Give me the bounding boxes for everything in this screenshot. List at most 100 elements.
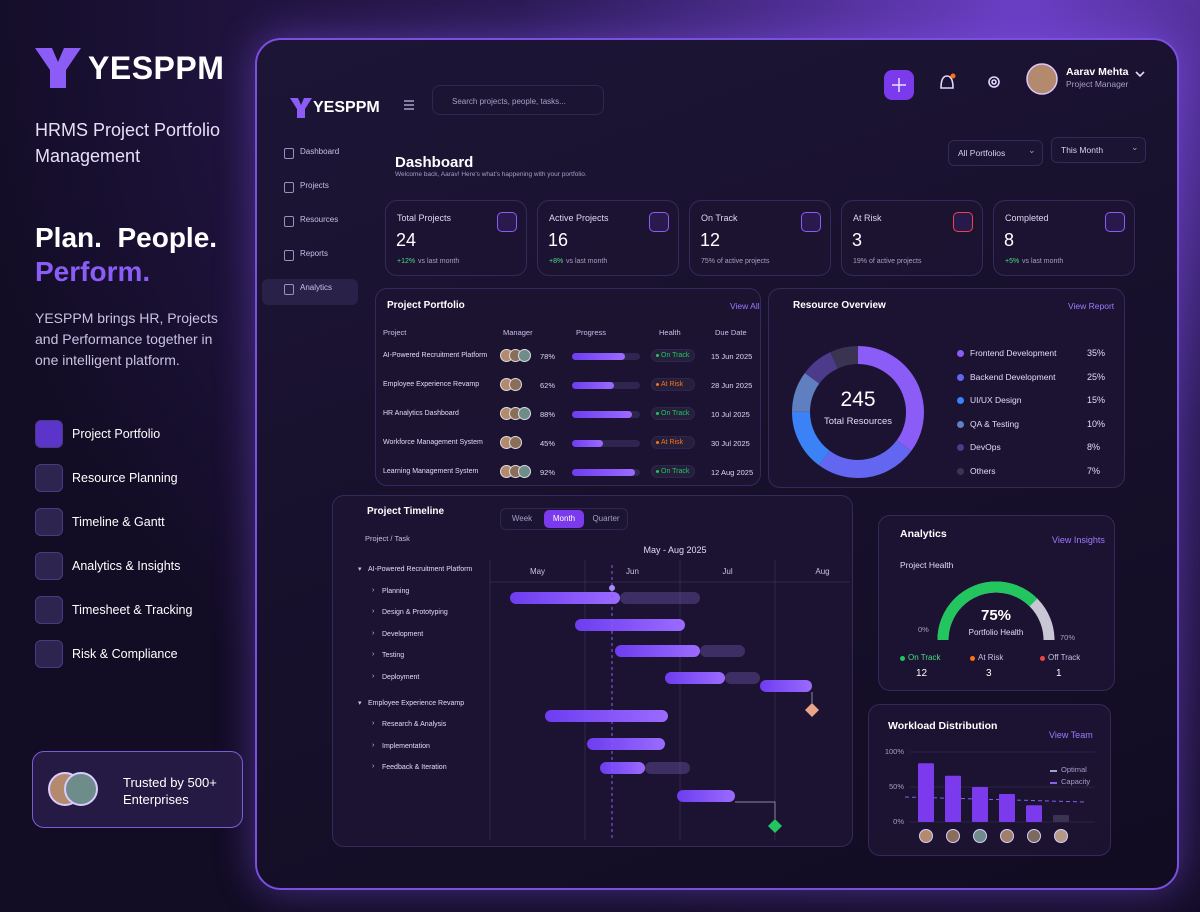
legend-label: Frontend Development: [970, 348, 1057, 358]
user-name[interactable]: Aarav Mehta: [1066, 66, 1129, 78]
add-button[interactable]: [884, 70, 914, 100]
project-name[interactable]: Employee Experience Revamp: [368, 699, 465, 707]
kpi-card: [993, 200, 1135, 276]
task-caret: ›: [372, 720, 375, 727]
progress-label: 92%: [540, 468, 556, 477]
task-name[interactable]: Feedback & Iteration: [382, 764, 447, 771]
feature-label[interactable]: Timeline & Gantt: [72, 515, 165, 529]
progress-bar: [572, 382, 615, 389]
kpi-value: 12: [700, 230, 721, 250]
task-caret: ›: [372, 629, 375, 637]
month-label: Jul: [722, 567, 733, 576]
y-tick-label: 100%: [884, 747, 904, 756]
headline: Plan. People.: [35, 222, 218, 253]
nav-item[interactable]: Reports: [300, 249, 329, 258]
y-tick-label: 50%: [888, 782, 904, 791]
donut-caption: Total Resources: [823, 416, 893, 427]
kpi-note: 19% of active projects: [853, 258, 922, 265]
legend-swatch: [1050, 770, 1057, 772]
progress-label: 78%: [540, 352, 556, 361]
trust-avatar: [64, 772, 98, 806]
feature-label[interactable]: Risk & Compliance: [72, 647, 178, 661]
nav-icon: [284, 250, 294, 261]
project-name[interactable]: Learning Management System: [383, 468, 479, 475]
app-logo[interactable]: YESPPM: [313, 99, 380, 116]
card-title: Analytics: [900, 528, 947, 540]
feature-label[interactable]: Analytics & Insights: [72, 559, 181, 573]
gauge-label: 75%: [980, 607, 1012, 624]
brand-logo: YESPPM: [88, 50, 225, 86]
stat-dot: [1040, 656, 1045, 661]
progress-track: [572, 440, 640, 447]
description: YESPPM brings HR, Projects and Performan…: [35, 310, 218, 368]
project-name[interactable]: AI-Powered Recruitment Platform: [368, 566, 473, 573]
feature-label[interactable]: Resource Planning: [72, 471, 178, 485]
legend-dot: [957, 420, 964, 428]
due-date: 12 Aug 2025: [711, 468, 754, 477]
legend-label: UI/UX Design: [970, 395, 1022, 405]
card-link[interactable]: View Report: [1068, 301, 1115, 311]
search-box[interactable]: [432, 85, 604, 115]
feature-icon: [35, 420, 63, 448]
nav-item[interactable]: Analytics: [300, 283, 333, 292]
feature-label[interactable]: Timesheet & Tracking: [72, 603, 193, 617]
stat-dot: [970, 656, 975, 661]
nav-icon: [284, 216, 294, 227]
progress-bar: [572, 411, 632, 418]
project-name[interactable]: HR Analytics Dashboard: [383, 410, 459, 417]
workload-card: [868, 704, 1111, 856]
legend-label: Capacity: [1061, 777, 1091, 786]
task-name[interactable]: Deployment: [382, 673, 420, 681]
filter-dropdown[interactable]: [948, 140, 1043, 166]
trust-text: Trusted by 500+ Enterprises: [123, 775, 217, 807]
view-tab[interactable]: Quarter: [592, 514, 620, 523]
page-title: Dashboard: [395, 154, 474, 171]
task-name[interactable]: Planning: [382, 587, 410, 595]
card-link[interactable]: View All: [730, 301, 760, 311]
card-link[interactable]: View Team: [1049, 730, 1093, 740]
month-label: Jun: [626, 567, 639, 576]
health-dot: [656, 441, 659, 444]
card-link[interactable]: View Insights: [1052, 535, 1105, 545]
kpi-value: 24: [396, 230, 417, 250]
card-title: Workload Distribution: [888, 720, 998, 732]
project-name[interactable]: AI-Powered Recruitment Platform: [383, 352, 488, 359]
health-pill: [651, 349, 695, 362]
progress-label: 45%: [540, 439, 556, 448]
project-name[interactable]: Workforce Management System: [383, 439, 483, 446]
manager-avatar: [518, 465, 531, 478]
task-name[interactable]: Development: [382, 630, 424, 638]
feature-icon: [35, 464, 63, 492]
gauge-max: 70%: [1060, 633, 1076, 642]
filter-chevron: ⌄: [1028, 145, 1036, 155]
kpi-icon: [1105, 212, 1125, 232]
column-header: Project / Task: [365, 534, 410, 543]
task-name[interactable]: Implementation: [382, 742, 430, 750]
nav-active-bg: [262, 279, 358, 305]
view-tab[interactable]: Month: [544, 510, 584, 528]
health-pill: [651, 436, 695, 449]
nav-item[interactable]: Projects: [300, 181, 329, 190]
kpi-value: 3: [852, 230, 863, 250]
view-tab[interactable]: Week: [511, 514, 533, 523]
manager-avatar: [518, 407, 531, 420]
legend-swatch: [1050, 782, 1057, 784]
month-label: May: [529, 567, 546, 576]
health-label: On Track: [661, 410, 690, 417]
project-name[interactable]: Employee Experience Revamp: [383, 381, 480, 388]
filter-dropdown[interactable]: [1051, 137, 1146, 163]
feature-label[interactable]: Project Portfolio: [72, 427, 161, 441]
kpi-note: vs last month: [1022, 258, 1064, 265]
task-name[interactable]: Design & Prototyping: [382, 609, 448, 616]
nav-icon: [284, 182, 294, 193]
task-name[interactable]: Research & Analysis: [382, 721, 447, 728]
nav-item[interactable]: Dashboard: [300, 147, 340, 156]
nav-item[interactable]: Resources: [300, 215, 339, 224]
due-date: 10 Jul 2025: [711, 410, 750, 419]
progress-bar: [572, 469, 635, 476]
due-date: 30 Jul 2025: [711, 439, 750, 448]
task-caret: ›: [372, 763, 375, 770]
task-name[interactable]: Testing: [382, 652, 405, 659]
task-caret: ›: [372, 651, 375, 658]
gauge-caption: Portfolio Health: [968, 628, 1024, 637]
